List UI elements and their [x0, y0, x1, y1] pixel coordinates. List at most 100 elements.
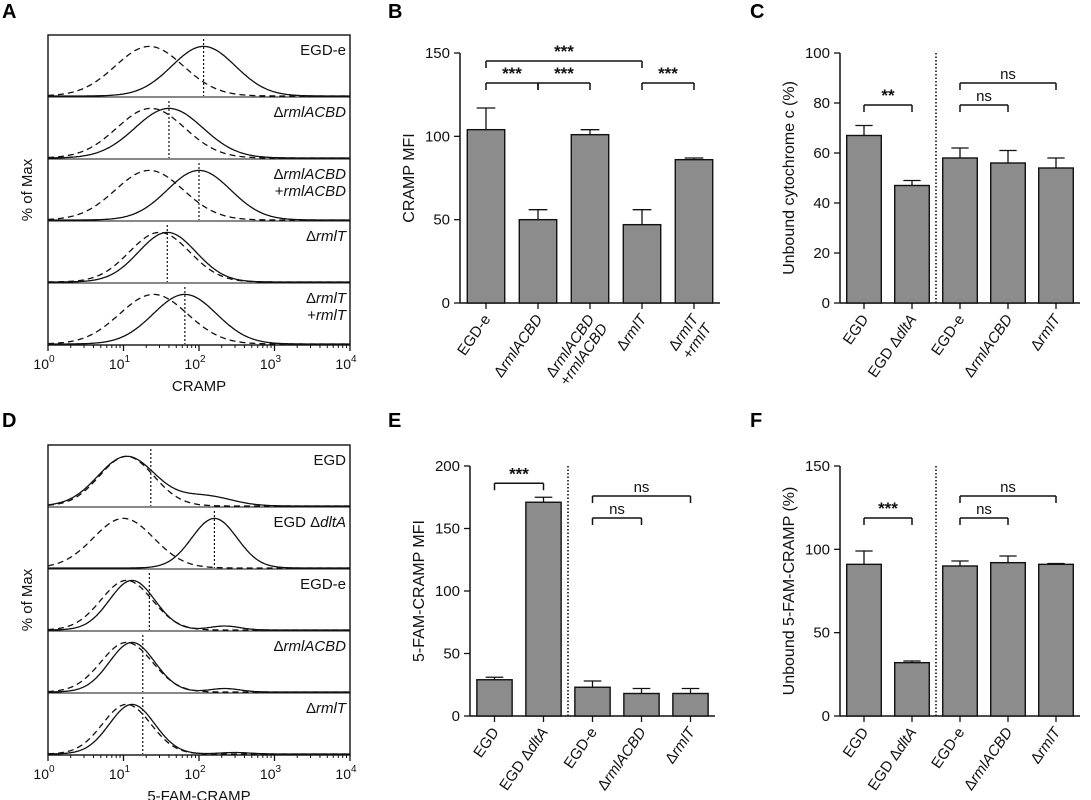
panel-letter-d: D	[2, 410, 16, 432]
x-tick-label: 103	[260, 764, 282, 782]
x-tick-exponent: 4	[351, 764, 357, 775]
y-tick-label: 50	[443, 646, 460, 663]
histogram-row-label-part: +	[275, 183, 284, 200]
histogram-row-label-part: EGD Δ	[273, 514, 320, 531]
histogram-row-label: ΔrmlACBD	[273, 104, 346, 121]
significance-label: ***	[554, 42, 574, 61]
y-tick-label: 100	[435, 583, 460, 600]
x-tick-label: 100	[33, 354, 55, 372]
histogram-control-curve	[48, 231, 350, 283]
significance-label: ns	[634, 479, 650, 496]
significance-label: ns	[609, 501, 625, 518]
histogram-control-curve	[48, 293, 350, 345]
histogram-row-label-part: rmlT	[316, 307, 348, 324]
y-tick-label: 150	[805, 458, 830, 475]
histogram-row-label-part: Δ	[273, 166, 283, 183]
x-tick-base: 10	[33, 766, 49, 782]
bar	[476, 679, 513, 717]
histogram-row-label-part: Δ	[306, 700, 316, 717]
x-tick-label: 102	[184, 764, 206, 782]
bar	[846, 563, 882, 717]
significance-label: ns	[976, 501, 992, 518]
x-tick-exponent: 0	[49, 354, 55, 365]
bar	[574, 686, 611, 717]
significance-label: ***	[502, 64, 522, 83]
y-tick-label: 50	[813, 625, 830, 642]
x-category-label-part: EGD-e	[561, 725, 601, 772]
x-category-label-part: EGD-e	[928, 312, 968, 359]
histogram-row-label-part: rmlACBD	[284, 183, 347, 200]
x-tick-label: 102	[184, 354, 206, 372]
histogram-sample-curve	[48, 579, 350, 631]
x-category-label-part: rmlT	[668, 723, 700, 759]
y-axis-title: % of Max	[19, 158, 36, 221]
x-category-label-part: EGD	[840, 311, 873, 348]
x-tick-exponent: 2	[200, 764, 206, 775]
x-tick-exponent: 2	[200, 354, 206, 365]
x-category-label: EGD ΔdltA	[865, 312, 921, 381]
histogram-sample-curve	[48, 293, 350, 345]
y-tick-label: 100	[805, 45, 830, 62]
histogram-row-label-part: Δ	[306, 228, 316, 245]
x-category-label: ΔrmlACBD	[961, 724, 1017, 793]
x-tick-base: 10	[184, 356, 200, 372]
x-category-label: EGD ΔdltA	[865, 725, 921, 794]
significance-label: ns	[976, 88, 992, 105]
x-category-label: ΔrmlT+rmlT	[665, 310, 716, 363]
histogram-row-label-part: rmlT	[316, 228, 348, 245]
significance-label: ***	[554, 64, 574, 83]
x-category-label-part: EGD-e	[928, 725, 968, 772]
bar	[672, 692, 709, 717]
x-category-label: ΔrmlT	[1027, 310, 1065, 354]
bar	[518, 218, 558, 304]
significance-label: **	[881, 86, 895, 105]
significance-label: ns	[1000, 479, 1016, 496]
histogram-row-label: ΔrmlT	[306, 700, 348, 717]
y-axis-title: % of Max	[19, 568, 36, 631]
bar	[894, 661, 930, 717]
panel-letter-a: A	[2, 1, 16, 23]
histogram-sample-curve	[48, 45, 350, 97]
x-category-label: EGD-e	[454, 312, 494, 359]
x-tick-exponent: 4	[351, 354, 357, 365]
y-tick-label: 60	[813, 145, 830, 162]
histogram-row-label: ΔrmlT	[306, 228, 348, 245]
y-tick-label: 0	[442, 295, 450, 312]
significance-label: ***	[509, 464, 529, 483]
x-category-label: ΔrmlT	[613, 310, 651, 354]
x-category-label: ΔrmlT	[1027, 723, 1065, 767]
x-tick-exponent: 0	[49, 764, 55, 775]
bar	[622, 223, 662, 304]
bar	[990, 561, 1026, 717]
y-tick-label: 20	[813, 245, 830, 262]
x-axis-title: CRAMP	[172, 378, 226, 395]
x-category-label-part: EGD Δ	[865, 746, 906, 794]
x-category-label-part: rmlT	[1033, 723, 1065, 759]
x-tick-label: 104	[335, 764, 357, 782]
histogram-row-label-part: rmlACBD	[284, 104, 347, 121]
y-tick-label: 40	[813, 195, 830, 212]
x-category-label-part: EGD-e	[454, 312, 494, 359]
histogram-row-label: ΔrmlACBD +rmlACBD	[273, 166, 346, 200]
histogram-row-label-part: Δ	[306, 290, 316, 307]
y-axis-title: Unbound 5-FAM-CRAMP (%)	[781, 487, 798, 696]
bar	[942, 157, 978, 304]
x-category-label-part: rmlACBD	[600, 724, 650, 785]
x-category-label: ΔrmlACBD+rmlACBD	[543, 311, 612, 389]
panel-letter-c: C	[750, 1, 764, 23]
y-tick-label: 150	[425, 45, 450, 62]
y-tick-label: 100	[425, 128, 450, 145]
panel-letter-e: E	[388, 410, 401, 432]
histogram-row-label-part: EGD-e	[300, 576, 346, 593]
x-category-label: EGD ΔdltA	[496, 725, 552, 794]
y-axis-title: Unbound cytochrome c (%)	[781, 81, 798, 275]
histogram-sample-curve	[48, 703, 350, 755]
x-category-label-part: rmlACBD	[497, 311, 547, 372]
x-category-label-part: rmlACBD	[967, 311, 1017, 372]
x-category-label: ΔrmlACBD	[491, 311, 547, 380]
histogram-control-curve	[47, 703, 350, 755]
histogram-row-label-part: rmlACBD	[284, 166, 347, 183]
